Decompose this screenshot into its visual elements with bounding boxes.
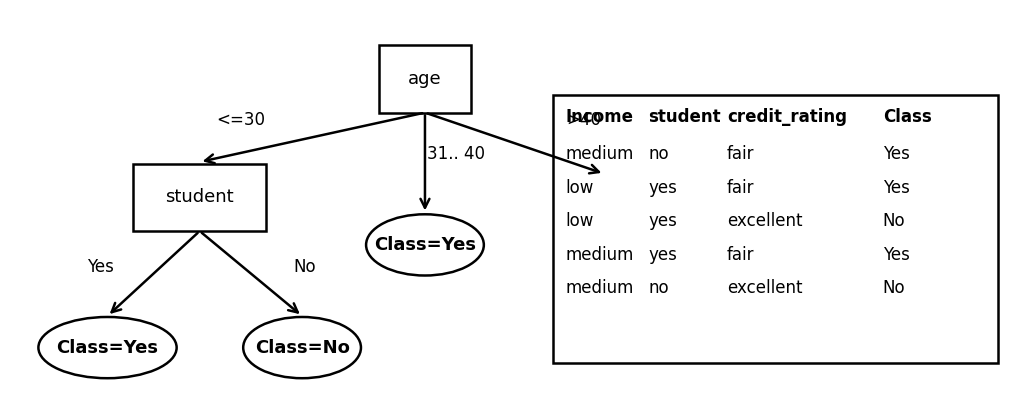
Text: excellent: excellent <box>727 212 803 230</box>
Text: Class: Class <box>883 107 932 126</box>
Text: <=30: <=30 <box>216 111 265 130</box>
Text: student: student <box>648 107 721 126</box>
Text: excellent: excellent <box>727 279 803 297</box>
Text: age: age <box>409 70 441 88</box>
Text: Yes: Yes <box>883 145 909 163</box>
Text: No: No <box>883 279 905 297</box>
Text: fair: fair <box>727 246 755 264</box>
Text: yes: yes <box>648 179 677 197</box>
FancyBboxPatch shape <box>379 45 471 113</box>
Text: fair: fair <box>727 145 755 163</box>
Text: Class=Yes: Class=Yes <box>56 339 159 357</box>
Text: Class=Yes: Class=Yes <box>374 236 476 254</box>
Text: no: no <box>648 279 669 297</box>
Text: Yes: Yes <box>87 258 114 276</box>
Text: low: low <box>565 179 594 197</box>
Text: student: student <box>165 188 234 207</box>
Text: no: no <box>648 145 669 163</box>
Ellipse shape <box>244 317 360 378</box>
FancyBboxPatch shape <box>553 95 998 363</box>
Text: Class=No: Class=No <box>255 339 349 357</box>
Text: medium: medium <box>565 145 634 163</box>
Ellipse shape <box>38 317 176 378</box>
Text: 31.. 40: 31.. 40 <box>427 145 484 163</box>
Text: medium: medium <box>565 279 634 297</box>
Text: >40: >40 <box>566 111 601 130</box>
Text: credit_rating: credit_rating <box>727 107 847 126</box>
Text: low: low <box>565 212 594 230</box>
Text: Income: Income <box>565 107 633 126</box>
Text: medium: medium <box>565 246 634 264</box>
Text: No: No <box>883 212 905 230</box>
Text: No: No <box>294 258 316 276</box>
Text: yes: yes <box>648 246 677 264</box>
Ellipse shape <box>367 214 483 276</box>
FancyBboxPatch shape <box>133 164 266 231</box>
Text: Yes: Yes <box>883 179 909 197</box>
Text: yes: yes <box>648 212 677 230</box>
Text: Yes: Yes <box>883 246 909 264</box>
Text: fair: fair <box>727 179 755 197</box>
